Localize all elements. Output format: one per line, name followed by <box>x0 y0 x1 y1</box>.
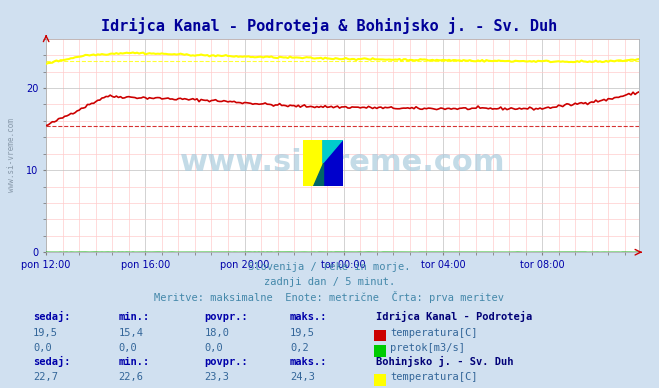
Text: 0,0: 0,0 <box>204 343 223 353</box>
Text: www.si-vreme.com: www.si-vreme.com <box>7 118 16 192</box>
Text: sedaj:: sedaj: <box>33 311 71 322</box>
Text: Slovenija / reke in morje.: Slovenija / reke in morje. <box>248 262 411 272</box>
Text: pretok[m3/s]: pretok[m3/s] <box>390 343 465 353</box>
Text: povpr.:: povpr.: <box>204 312 248 322</box>
Text: 23,3: 23,3 <box>204 372 229 382</box>
Text: 22,6: 22,6 <box>119 372 144 382</box>
Text: povpr.:: povpr.: <box>204 357 248 367</box>
Text: sedaj:: sedaj: <box>33 356 71 367</box>
Polygon shape <box>303 140 323 186</box>
Text: maks.:: maks.: <box>290 312 328 322</box>
Text: 0,2: 0,2 <box>290 343 308 353</box>
Polygon shape <box>313 163 323 186</box>
Text: Idrijca Kanal - Podroteja & Bohinjsko j. - Sv. Duh: Idrijca Kanal - Podroteja & Bohinjsko j.… <box>101 17 558 34</box>
Text: 24,3: 24,3 <box>290 372 315 382</box>
Text: 15,4: 15,4 <box>119 327 144 338</box>
Text: min.:: min.: <box>119 312 150 322</box>
Text: www.si-vreme.com: www.si-vreme.com <box>180 148 505 177</box>
Text: Idrijca Kanal - Podroteja: Idrijca Kanal - Podroteja <box>376 311 532 322</box>
Text: 19,5: 19,5 <box>290 327 315 338</box>
Text: 18,0: 18,0 <box>204 327 229 338</box>
Polygon shape <box>323 140 343 163</box>
Text: 19,5: 19,5 <box>33 327 58 338</box>
Text: 22,7: 22,7 <box>33 372 58 382</box>
Text: temperatura[C]: temperatura[C] <box>390 372 478 382</box>
Text: Meritve: maksimalne  Enote: metrične  Črta: prva meritev: Meritve: maksimalne Enote: metrične Črta… <box>154 291 505 303</box>
Text: 0,0: 0,0 <box>119 343 137 353</box>
Text: min.:: min.: <box>119 357 150 367</box>
Text: 0,0: 0,0 <box>33 343 51 353</box>
Text: temperatura[C]: temperatura[C] <box>390 327 478 338</box>
Text: zadnji dan / 5 minut.: zadnji dan / 5 minut. <box>264 277 395 287</box>
Text: maks.:: maks.: <box>290 357 328 367</box>
Polygon shape <box>323 140 343 186</box>
Text: Bohinjsko j. - Sv. Duh: Bohinjsko j. - Sv. Duh <box>376 356 513 367</box>
